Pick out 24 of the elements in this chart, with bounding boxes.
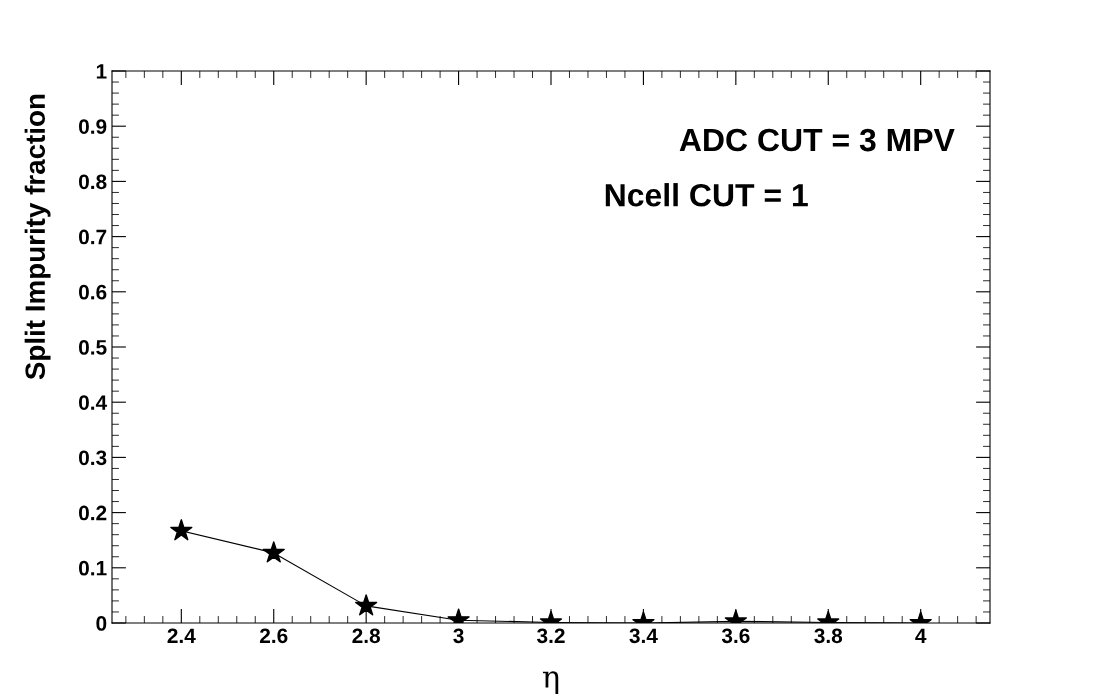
x-tick-label: 2.6 bbox=[259, 628, 288, 644]
y-tick-label: 0.3 bbox=[79, 450, 107, 466]
y-tick-label: 0.4 bbox=[79, 395, 108, 410]
y-tick-label: 0.9 bbox=[79, 119, 107, 134]
x-tick-label: 2.8 bbox=[352, 628, 380, 644]
x-tick-label: 3.6 bbox=[721, 628, 750, 644]
y-tick-label: 0.2 bbox=[79, 505, 107, 521]
annotation: Ncell CUT = 1 bbox=[605, 183, 808, 207]
x-tick-label: 3.8 bbox=[814, 628, 843, 644]
y-axis-title: Split Impurity fraction bbox=[24, 94, 51, 380]
y-tick-label: 0.1 bbox=[79, 560, 107, 576]
x-axis-title: η bbox=[542, 671, 559, 694]
y-tick-label: 0 bbox=[96, 616, 107, 631]
y-tick-label: 0.7 bbox=[79, 229, 107, 245]
x-tick-label: 4 bbox=[915, 628, 927, 643]
y-tick-label: 0.5 bbox=[79, 340, 107, 355]
x-tick-label: 3.4 bbox=[629, 628, 658, 644]
x-tick-label: 3 bbox=[453, 628, 464, 644]
y-tick-label: 0.8 bbox=[79, 174, 107, 190]
y-tick-label: 1 bbox=[96, 64, 107, 79]
y-tick-label: 0.6 bbox=[79, 284, 107, 300]
x-tick-label: 3.2 bbox=[537, 628, 565, 644]
x-tick-label: 2.4 bbox=[167, 628, 196, 643]
annotation: ADC CUT = 3 MPV bbox=[679, 128, 955, 152]
